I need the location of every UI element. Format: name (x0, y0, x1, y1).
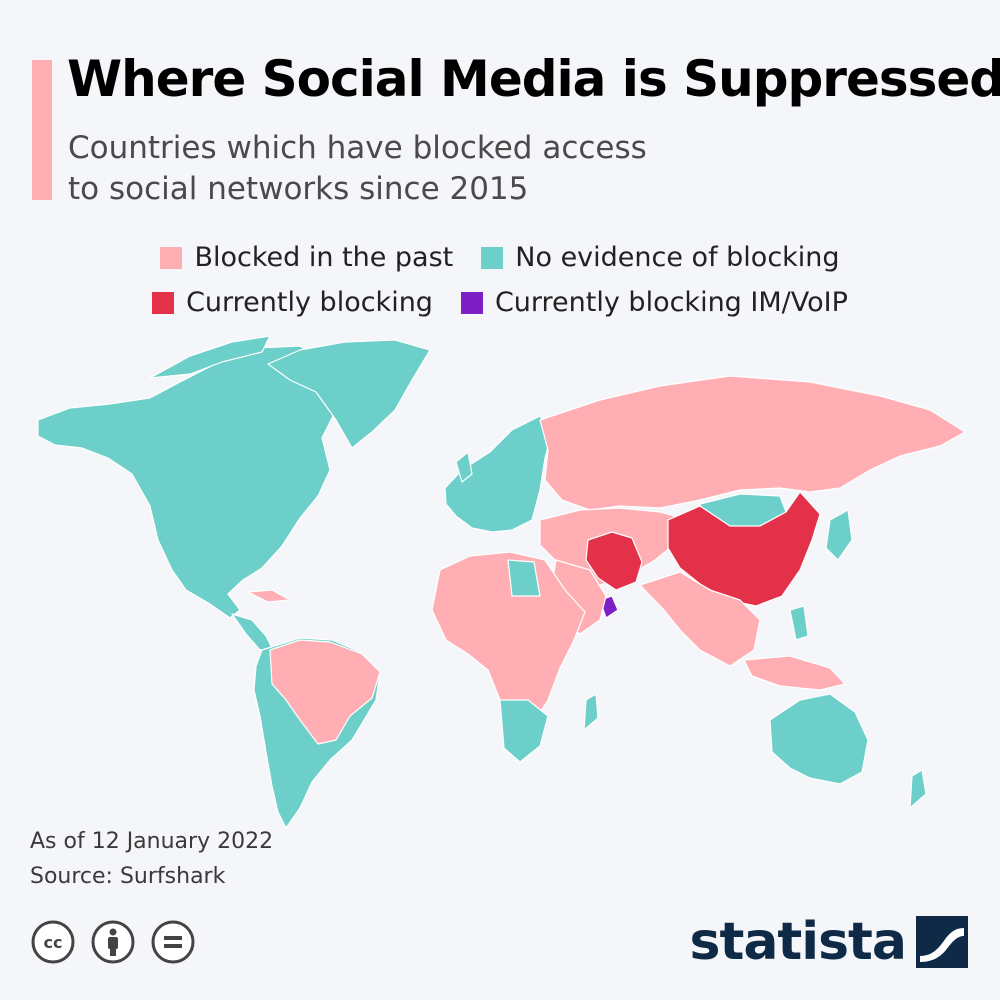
accent-bar (32, 60, 52, 200)
by-attribution-icon[interactable] (90, 919, 136, 965)
no-derivatives-icon[interactable] (150, 919, 196, 965)
legend-row-2: Currently blocking Currently blocking IM… (0, 280, 1000, 325)
map-region-canadian-arctic (149, 335, 271, 379)
legend-label-im-voip: Currently blocking IM/VoIP (494, 287, 848, 318)
map-region-africa-teal-north (507, 559, 541, 597)
map-region-iran (585, 531, 643, 591)
map-region-greenland (267, 339, 431, 449)
map-region-philippines (789, 605, 809, 641)
page-subtitle: Countries which have blocked access to s… (68, 128, 708, 210)
legend-label-no-evidence: No evidence of blocking (515, 242, 840, 273)
map-region-central-america (231, 613, 273, 651)
legend-swatch-no-evidence (481, 246, 504, 269)
legend-item-no-evidence: No evidence of blocking (481, 242, 840, 273)
page-title: Where Social Media is Suppressed (67, 50, 1000, 108)
legend-label-blocked-past: Blocked in the past (194, 242, 454, 273)
subtitle-line-1: Countries which have blocked access (68, 130, 647, 166)
brand-name: statista (689, 912, 907, 972)
legend-item-currently-blocking: Currently blocking (152, 287, 433, 318)
map-region-south-america-pink (269, 639, 381, 745)
source-note: Source: Surfshark (30, 864, 226, 889)
statista-logo[interactable]: statista (690, 912, 968, 972)
legend-item-blocked-past: Blocked in the past (160, 242, 453, 273)
map-region-south-asia (639, 571, 761, 667)
subtitle-line-2: to social networks since 2015 (68, 171, 529, 207)
cc-icon[interactable]: cc (30, 919, 76, 965)
date-note: As of 12 January 2022 (30, 829, 274, 854)
map-region-north-america (37, 345, 336, 619)
legend-row-1: Blocked in the past No evidence of block… (0, 235, 1000, 280)
map-region-caribbean (247, 589, 291, 603)
legend-swatch-im-voip (460, 291, 483, 314)
map-region-new-zealand (909, 769, 927, 809)
legend-swatch-currently-blocking (152, 291, 175, 314)
map-region-africa-pink (431, 551, 586, 731)
map-region-indonesia (743, 655, 846, 691)
map-legend: Blocked in the past No evidence of block… (0, 235, 1000, 325)
svg-text:cc: cc (44, 933, 63, 952)
map-region-australia (769, 693, 869, 785)
footnote: As of 12 January 2022 Source: Surfshark (30, 824, 273, 894)
map-region-africa-teal-south (499, 699, 549, 763)
map-region-russia (539, 375, 966, 511)
legend-swatch-blocked-past (160, 246, 183, 269)
map-region-madagascar (583, 693, 599, 731)
statista-mark-icon (916, 916, 968, 968)
world-map (37, 335, 966, 829)
map-region-japan (825, 509, 853, 561)
map-region-uk (455, 451, 473, 483)
legend-item-im-voip: Currently blocking IM/VoIP (460, 287, 848, 318)
license-icons: cc (30, 919, 210, 965)
map-region-europe (444, 415, 553, 533)
legend-label-currently-blocking: Currently blocking (186, 287, 433, 318)
map-region-china (667, 491, 821, 607)
